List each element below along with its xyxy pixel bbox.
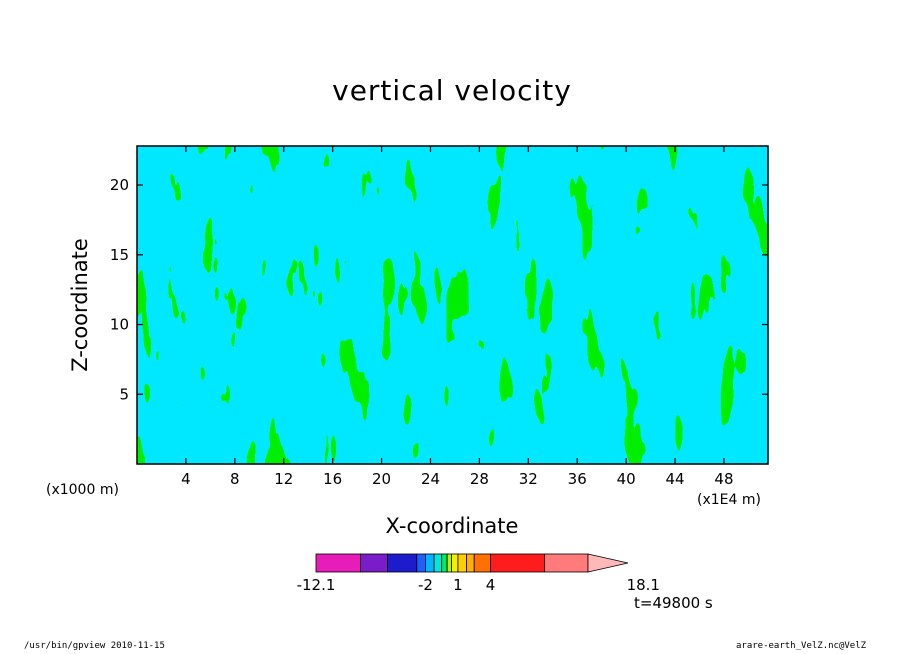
chart-title: vertical velocity [332,74,572,107]
y-axis-ticks: 5 10 15 20 [110,176,768,403]
y-tick-label: 15 [110,246,129,264]
x-axis-unit-left: (x1000 m) [46,482,119,498]
colorbar-band [360,553,388,573]
y-tick-label: 10 [110,316,129,334]
colorbar-label: 4 [486,576,496,594]
x-tick-label: 20 [372,470,391,488]
positive-field [137,146,768,464]
x-axis-label: X-coordinate [385,514,519,538]
colorbar-label: 1 [453,576,463,594]
x-tick-label: 12 [274,470,293,488]
y-tick-label: 5 [119,385,129,403]
colorbar-band [433,553,443,573]
x-tick-label: 44 [666,470,685,488]
x-tick-label: 32 [519,470,538,488]
x-tick-label: 4 [181,470,191,488]
x-tick-label: 8 [230,470,240,488]
x-tick-label: 28 [470,470,489,488]
colorbar-extension [587,553,629,573]
colorbar: -12.1 -2 1 4 18.1 [297,553,660,594]
plot-frame [136,145,769,465]
x-tick-label: 16 [323,470,342,488]
colorbar-band [416,553,426,573]
colorbar-band [473,553,491,573]
colorbar-label: -2 [418,576,433,594]
x-axis-unit-right: (x1E4 m) [697,492,761,508]
colorbar-band [490,553,546,573]
plot-area [137,146,768,464]
colorbar-band [457,553,468,573]
x-tick-label: 48 [714,470,733,488]
x-tick-label: 24 [421,470,440,488]
footer-right: arare-earth_VelZ.nc@VelZ [736,641,867,651]
colorbar-band [544,553,589,573]
colorbar-band [425,553,435,573]
time-label: t=49800 s [634,594,713,612]
x-tick-label: 36 [568,470,587,488]
footer-left: /usr/bin/gpview 2010-11-15 [24,641,165,651]
colorbar-band [451,553,459,573]
colorbar-band [387,553,418,573]
colorbar-band [466,553,475,573]
y-tick-label: 20 [110,176,129,194]
colorbar-label: 18.1 [627,576,660,594]
x-axis-ticks: 4 8 12 16 20 24 28 32 36 40 44 48 [181,146,734,488]
y-axis-label: Z-coordinate [68,238,92,372]
colorbar-band [441,553,448,573]
colorbar-label: -12.1 [297,576,336,594]
colorbar-band [446,553,452,573]
colorbar-band [315,553,361,573]
x-tick-label: 40 [617,470,636,488]
